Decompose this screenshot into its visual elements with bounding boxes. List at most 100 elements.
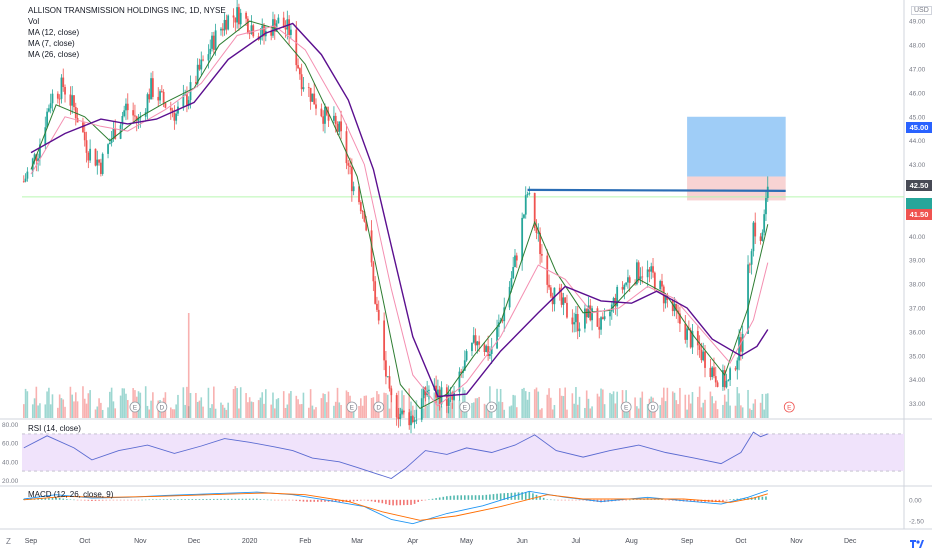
volume-bar (401, 390, 403, 418)
event-marker-circle (346, 401, 358, 413)
candle-body (110, 138, 113, 143)
volume-bar (596, 393, 599, 418)
macd-tick-label: -2.50 (909, 519, 924, 526)
volume-bar (252, 402, 255, 418)
volume-bar (300, 404, 303, 418)
volume-bar (144, 386, 147, 418)
volume-bar (503, 409, 506, 418)
volume-bar (499, 389, 502, 418)
volume-bar (295, 395, 298, 418)
candle-body (553, 287, 556, 305)
macd-bar (510, 492, 513, 500)
candle-body (402, 410, 405, 413)
volume-bar (311, 405, 314, 418)
candle-body (209, 48, 212, 55)
volume-bar (96, 406, 99, 418)
macd-bar (126, 499, 129, 501)
macd-bar (453, 495, 455, 500)
candle-body (759, 236, 762, 241)
event-marker: E (346, 401, 358, 413)
volume-bar (87, 393, 90, 418)
candle-body (562, 297, 565, 305)
event-marker-label: D (376, 405, 381, 412)
event-marker-label: E (787, 405, 792, 412)
candle-body (684, 323, 687, 340)
candle-body (358, 186, 360, 203)
candle-body (664, 294, 667, 304)
candle-body (277, 17, 280, 24)
volume-bar (89, 390, 91, 418)
macd-bar (671, 499, 674, 501)
volume-bar (101, 409, 104, 418)
candle-body (573, 322, 576, 325)
volume-bar (598, 396, 601, 418)
candle-body (623, 284, 626, 290)
candle-body (236, 7, 239, 23)
macd-bar (550, 499, 552, 501)
volume-bar (602, 389, 604, 418)
volume-bar (412, 405, 414, 418)
macd-bar (528, 491, 531, 500)
macd-bar (420, 499, 423, 501)
volume-bar (213, 386, 215, 418)
candle-body (352, 186, 355, 192)
macd-bar (119, 499, 122, 501)
candle-body (696, 331, 699, 346)
candle-body (702, 351, 705, 361)
macd-bar (252, 498, 255, 500)
time-tick-label: Jun (517, 538, 528, 545)
candle-body (741, 333, 744, 352)
volume-bar (575, 387, 577, 418)
macd-bar (628, 499, 631, 501)
volume-bar (187, 406, 190, 418)
macd-bar (757, 496, 760, 500)
candle-body (750, 251, 753, 265)
macd-bar (123, 499, 125, 501)
candle-body (307, 87, 310, 88)
volume-bar (220, 402, 222, 418)
macd-bar (668, 499, 670, 501)
candle-body (322, 116, 325, 124)
candle-body (514, 255, 516, 268)
event-marker: E (620, 401, 632, 413)
volume-bar (679, 387, 681, 418)
volume-bar (114, 408, 117, 418)
stop-price-tag: 41.50 (906, 209, 932, 220)
macd-bar (632, 499, 635, 500)
macd-bar (395, 499, 398, 506)
volume-bar (460, 405, 463, 418)
price-tick-label: 37.00 (909, 306, 926, 313)
candle-body (114, 128, 117, 139)
volume-bar (196, 401, 199, 418)
volume-bar (173, 409, 176, 418)
candle-body (248, 32, 251, 34)
candle-body (49, 103, 52, 109)
volume-bar (515, 407, 518, 418)
scale-button[interactable]: Z (6, 537, 11, 546)
volume-bar (664, 401, 667, 418)
volume-bar (471, 402, 473, 418)
candle-body (528, 192, 531, 195)
candle-body (315, 104, 317, 109)
macd-bar (270, 499, 272, 501)
candle-body (232, 15, 235, 18)
volume-bar (711, 396, 713, 418)
rsi-tick-label: 40.00 (2, 459, 19, 466)
macd-bar (177, 499, 179, 500)
volume-bar (290, 391, 292, 418)
macd-bar (98, 499, 100, 501)
volume-bar (24, 388, 27, 418)
macd-bar (463, 495, 466, 500)
volume-bar (121, 388, 124, 418)
candle-body (207, 54, 210, 61)
candle-body (609, 311, 611, 317)
candle-body (159, 91, 161, 101)
candle-body (428, 389, 430, 391)
candle-body (603, 316, 606, 320)
price-tick-label: 33.00 (909, 401, 926, 408)
macd-bar (263, 499, 265, 500)
currency-button[interactable]: USD (911, 6, 932, 15)
candle-body (85, 140, 88, 153)
legend-ma12: MA (12, close) (28, 28, 80, 37)
